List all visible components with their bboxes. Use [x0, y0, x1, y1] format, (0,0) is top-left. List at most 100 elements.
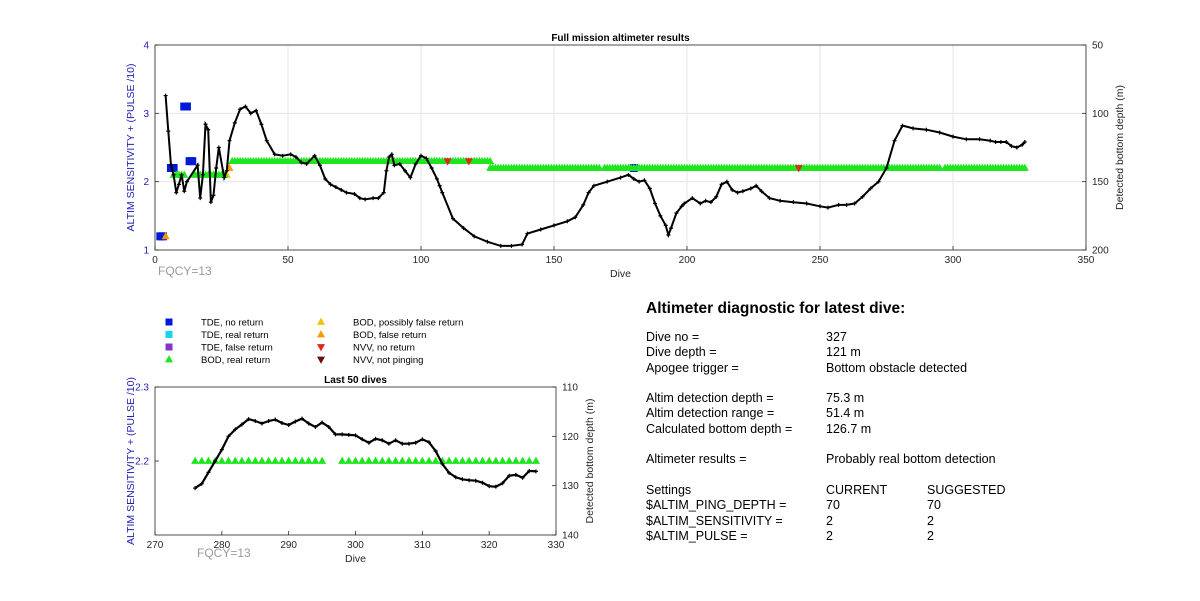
bottom-depth-point	[179, 172, 184, 177]
marker-bod-false-return	[161, 232, 170, 240]
marker-bod-real-return	[284, 456, 293, 464]
marker-bod-real-return	[518, 456, 527, 464]
bottom-depth-point	[326, 424, 331, 429]
bottom-depth-point	[246, 417, 251, 422]
legend-label: NVV, no return	[353, 343, 415, 354]
marker-bod-real-return	[531, 456, 540, 464]
bottom-depth-point	[533, 469, 538, 474]
bottom-depth-point	[538, 227, 543, 232]
marker-bod-real-return	[338, 456, 347, 464]
marker-tde-no-return	[169, 164, 178, 172]
diag-value: 327	[826, 330, 847, 344]
marker-bod-real-return	[505, 456, 514, 464]
marker-bod-real-return	[191, 456, 200, 464]
bottom-depth-point	[413, 161, 418, 166]
bottom-depth-point	[273, 417, 278, 422]
marker-bod-real-return	[318, 456, 327, 464]
bottom-depth-point	[498, 243, 503, 248]
y2-axis-label: Detected bottom depth (m)	[1114, 85, 1126, 210]
setting-label: $ALTIM_SENSITIVITY =	[646, 513, 783, 528]
diag-label: Calculated bottom depth =	[646, 421, 793, 436]
bottom-depth-point	[259, 421, 264, 426]
bottom-depth-point	[429, 166, 434, 170]
bottom-depth-point	[424, 156, 429, 161]
bottom-depth-point	[243, 104, 248, 109]
bottom-depth-point	[637, 179, 642, 184]
diag-row-detection-depth: Altim detection depth = 75.3 m	[646, 391, 1166, 406]
bottom-depth-point	[193, 486, 198, 491]
marker-bod-real-return	[465, 456, 474, 464]
bottom-depth-point	[381, 190, 386, 195]
marker-bod-real-return	[425, 456, 434, 464]
bottom-depth-point	[500, 481, 505, 486]
y-tick-label: 1	[143, 246, 149, 257]
setting-suggested: 2	[927, 528, 934, 543]
marker-bod-real-return	[935, 163, 944, 171]
bottom-depth-point	[460, 477, 465, 482]
marker-bod-real-return	[244, 456, 253, 464]
marker-bod-real-return	[411, 456, 420, 464]
y2-tick-label: 200	[1092, 246, 1109, 257]
bottom-depth-point	[440, 190, 445, 195]
bottom-depth-point	[586, 190, 591, 195]
legend-label: BOD, false return	[353, 330, 426, 341]
marker-bod-real-return	[358, 456, 367, 464]
marker-tde-no-return	[188, 157, 197, 166]
bottom-depth-point	[679, 204, 684, 209]
marker-bod-real-return	[404, 456, 413, 464]
diag-row-dive-depth: Dive depth = 121 m	[646, 345, 1166, 360]
setting-label: $ALTIM_PING_DEPTH =	[646, 498, 787, 513]
legend-marker	[317, 317, 325, 325]
bottom-depth-point	[279, 421, 284, 426]
setting-current: 2	[826, 513, 833, 528]
legend-marker	[165, 331, 173, 338]
bottom-depth-point	[286, 422, 291, 427]
diag-value: Probably real bottom detection	[826, 452, 996, 467]
bottom-depth-point	[272, 152, 277, 157]
bottom-depth-point	[900, 123, 905, 128]
bottom-depth-point	[626, 172, 631, 177]
bottom-depth-point	[393, 438, 398, 443]
bottom-depth-point	[408, 175, 413, 180]
marker-bod-real-return	[251, 456, 260, 464]
bottom-depth-point	[387, 155, 392, 160]
marker-bod-real-return	[264, 456, 273, 464]
marker-bod-real-return	[511, 456, 520, 464]
bottom-depth-point	[964, 137, 969, 142]
bottom-depth-point	[266, 419, 271, 424]
bottom-depth-point	[485, 239, 490, 244]
diagnostic-title: Altimeter diagnostic for latest dive:	[646, 300, 906, 317]
bottom-depth-point	[937, 130, 942, 135]
bottom-depth-point	[618, 175, 623, 180]
marker-bod-real-return	[498, 456, 507, 464]
marker-bod-real-return	[418, 456, 427, 464]
bottom-depth-point	[884, 166, 889, 170]
marker-bod-real-return	[224, 456, 233, 464]
bottom-depth-point	[669, 226, 674, 231]
chart-title: Last 50 dives	[324, 375, 387, 386]
bottom-depth-point	[280, 153, 285, 158]
bottom-depth-point	[203, 122, 208, 127]
marker-bod-real-return	[491, 456, 500, 464]
legend-label: TDE, false return	[201, 343, 273, 354]
bottom-depth-point	[340, 432, 345, 437]
marker-bod-real-return	[304, 456, 313, 464]
bottom-depth-point	[440, 461, 445, 466]
marker-bod-real-return	[291, 456, 300, 464]
bottom-depth-point	[791, 200, 796, 205]
bottom-depth-point	[363, 197, 368, 202]
bottom-depth-point	[852, 201, 857, 206]
bottom-depth-point	[735, 190, 740, 195]
bottom-depth-point	[825, 205, 830, 210]
bottom-depth-point	[200, 172, 205, 177]
bottom-depth-point	[238, 107, 243, 112]
legend-marker	[317, 356, 325, 364]
bottom-depth-point	[380, 438, 385, 443]
bottom-depth-point	[384, 168, 389, 173]
marker-bod-real-return	[486, 156, 495, 165]
bottom-depth-point	[698, 201, 703, 206]
bottom-depth-point	[1014, 145, 1019, 150]
bottom-depth-point	[264, 138, 269, 143]
bottom-depth-point	[206, 127, 211, 132]
